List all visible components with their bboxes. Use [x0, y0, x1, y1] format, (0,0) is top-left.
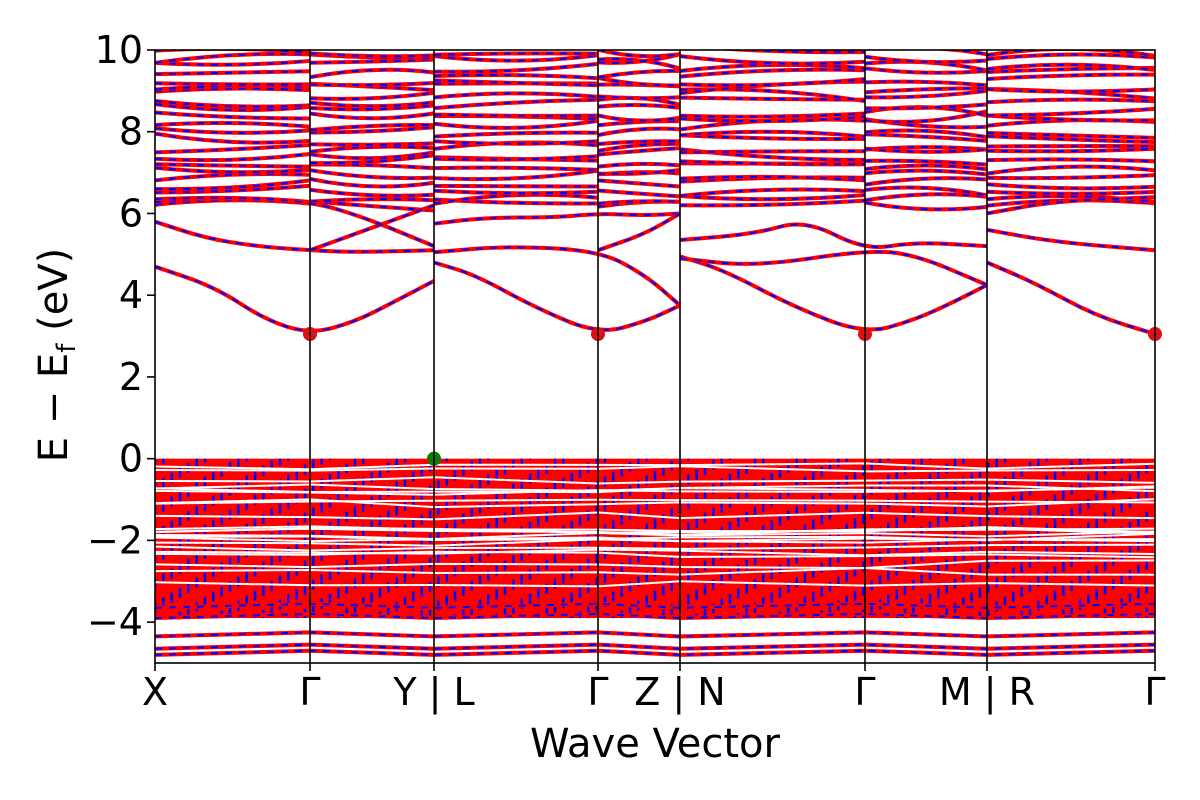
- band-line: [155, 198, 1155, 212]
- axes: [154, 49, 1156, 664]
- valence-gap: [155, 530, 1155, 541]
- y-tick-label: −4: [87, 600, 143, 644]
- x-tick-label: Y | L: [392, 670, 474, 715]
- conduction-band: [986, 260, 1155, 336]
- plot-frame: [154, 49, 1156, 664]
- x-tick-label: Γ: [587, 670, 608, 714]
- band-line: [155, 72, 1155, 88]
- band-line: [155, 193, 1155, 205]
- y-tick-label: 0: [119, 437, 143, 481]
- band-line: [155, 110, 1155, 123]
- band-line: [155, 184, 1155, 198]
- valence-gap: [155, 538, 1155, 547]
- y-tick-label: −2: [87, 518, 143, 562]
- y-axis-label: E − Ef (eV): [31, 248, 82, 463]
- valence-gap: [155, 498, 1155, 509]
- band-line: [155, 643, 1155, 650]
- conduction-band: [433, 246, 681, 307]
- x-axis-label: Wave Vector: [530, 721, 781, 767]
- band-line: [155, 96, 1155, 110]
- band-line: [155, 66, 1155, 80]
- band-line: [155, 648, 1155, 657]
- x-axis-ticks: X Γ Y | L Γ Z | N Γ M | R Γ: [142, 663, 1166, 715]
- conduction-band: [597, 212, 681, 252]
- band-line: [155, 649, 1155, 656]
- valence-gap: [155, 462, 1155, 471]
- valence-gap: [155, 543, 1155, 552]
- y-axis-label-main: E − E: [31, 353, 77, 463]
- band-line: [155, 141, 1155, 154]
- conduction-band: [986, 227, 1155, 253]
- band-line: [155, 176, 1155, 191]
- conduction-band: [986, 261, 1155, 335]
- band-line: [155, 132, 1155, 146]
- conduction-band: [679, 250, 988, 286]
- y-axis-label-sub: f: [52, 343, 82, 353]
- band-line: [155, 58, 1155, 73]
- valence-gap: [155, 550, 1155, 559]
- x-tick-label: Γ: [854, 670, 875, 714]
- band-line: [155, 146, 1155, 162]
- conduction-band: [155, 264, 435, 333]
- conduction-band: [679, 255, 988, 331]
- y-tick-label: 10: [95, 28, 143, 72]
- conduction-band: [679, 249, 988, 287]
- valence-gap: [155, 559, 1155, 570]
- conduction-band: [155, 196, 435, 248]
- band-line: [155, 126, 1155, 139]
- conduction-band: [155, 219, 435, 254]
- plot-area: [155, 50, 1162, 657]
- valence-gap: [155, 476, 1155, 485]
- valence-gap: [155, 486, 1155, 496]
- valence-gap: [155, 511, 1155, 521]
- valence-gap: [155, 580, 1155, 588]
- x-tick-label: Γ: [1144, 670, 1165, 714]
- band-line: [155, 630, 1155, 639]
- y-axis-label-unit: (eV): [31, 248, 77, 344]
- band-line: [155, 162, 1155, 175]
- valence-gap: [155, 567, 1155, 576]
- y-tick-label: 2: [119, 355, 143, 399]
- conduction-band: [597, 211, 682, 253]
- y-tick-label: 6: [119, 191, 143, 235]
- conduction-band: [433, 211, 681, 226]
- conduction-band: [986, 228, 1155, 252]
- x-tick-label: Z | N: [634, 670, 725, 715]
- band-line: [155, 103, 1155, 118]
- x-tick-label: M | R: [939, 670, 1035, 715]
- conduction-band: [679, 223, 988, 248]
- conduction-band: [155, 265, 435, 332]
- conduction-band: [986, 195, 1155, 216]
- valence-gap: [155, 465, 1155, 473]
- y-tick-label: 8: [119, 110, 143, 154]
- band-line: [155, 50, 1155, 58]
- band-line: [155, 612, 1155, 620]
- conduction-band: [433, 260, 681, 332]
- band-line: [155, 73, 1155, 87]
- valence-gap: [155, 527, 1155, 534]
- conduction-band: [433, 212, 681, 225]
- band-line: [155, 169, 1155, 182]
- band-line: [155, 87, 1155, 103]
- band-lines: [155, 50, 1155, 657]
- band-line: [155, 154, 1155, 168]
- band-line: [155, 642, 1155, 651]
- y-tick-label: 4: [119, 273, 143, 317]
- band-line: [155, 118, 1155, 132]
- conduction-band: [433, 261, 681, 331]
- band-line: [155, 602, 1155, 609]
- x-tick-label: X: [142, 670, 168, 714]
- conduction-band: [986, 196, 1155, 215]
- band-line: [155, 631, 1155, 638]
- y-axis-ticks: 10 8 6 4 2 0 −2 −4: [87, 28, 155, 644]
- valence-gap: [155, 548, 1155, 557]
- x-tick-label: Γ: [299, 670, 320, 714]
